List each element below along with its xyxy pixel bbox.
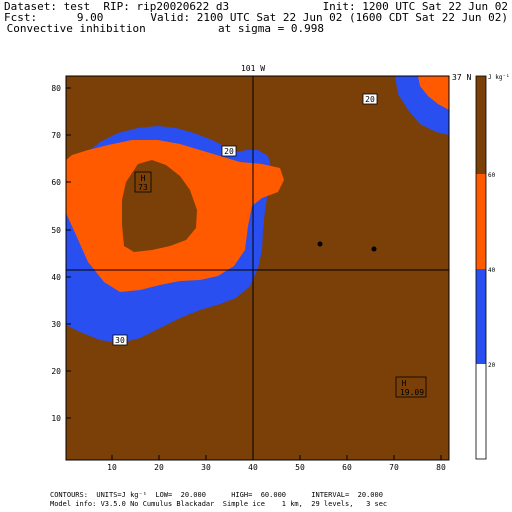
init-time-label: Init: 1200 UTC Sat 22 Jun 02 xyxy=(322,0,508,13)
y-axis: 10 20 30 40 50 60 70 80 xyxy=(51,84,71,423)
contour-label: 20 xyxy=(221,145,237,157)
svg-text:73: 73 xyxy=(138,183,148,192)
valid-time-label: Valid: 2100 UTC Sat 22 Jun 02 (1600 CDT … xyxy=(150,11,508,24)
y-tick-label: 60 xyxy=(51,178,61,187)
contour-field xyxy=(66,76,449,460)
fill-corner-orange xyxy=(418,76,449,110)
colorbar-level: 40 xyxy=(488,267,496,274)
level-label: at sigma = 0.998 xyxy=(218,22,324,35)
x-tick-label: 50 xyxy=(295,463,305,472)
svg-text:19.09: 19.09 xyxy=(400,388,424,397)
x-tick-label: 30 xyxy=(201,463,211,472)
colorbar-band-40-60 xyxy=(476,174,486,269)
dataset-label: Dataset: test RIP: rip20020622 d3 xyxy=(4,0,230,13)
high-marker: H 73 xyxy=(134,171,152,193)
colorbar-band-high xyxy=(476,76,486,174)
y-tick-label: 20 xyxy=(51,367,61,376)
high-marker: H 19.09 xyxy=(395,376,427,398)
y-tick-label: 70 xyxy=(51,131,61,140)
x-tick-label: 70 xyxy=(389,463,399,472)
station-dot xyxy=(317,241,323,247)
colorbar-level: 20 xyxy=(488,362,496,369)
fill-high-center xyxy=(122,160,197,252)
svg-text:20: 20 xyxy=(224,147,234,156)
contours-info: CONTOURS: UNITS=J kg⁻¹ LOW= 20.000 HIGH=… xyxy=(50,491,383,499)
svg-text:20: 20 xyxy=(365,95,375,104)
y-tick-label: 80 xyxy=(51,84,61,93)
svg-text:H: H xyxy=(402,379,407,388)
x-axis: 10 20 30 40 50 60 70 80 xyxy=(107,455,446,472)
colorbar-band-low xyxy=(476,364,486,459)
x-tick-label: 80 xyxy=(436,463,446,472)
forecast-hour-label: Fcst: 9.00 xyxy=(4,11,104,24)
contour-label: 20 xyxy=(362,93,378,105)
model-info: Model info: V3.5.0 No Cumulus Blackadar … xyxy=(50,500,388,508)
y-tick-label: 40 xyxy=(51,273,61,282)
x-tick-label: 40 xyxy=(248,463,258,472)
right-latitude-label: 37 N xyxy=(452,73,471,82)
field-name-label: Convective inhibition xyxy=(0,22,146,35)
colorbar-unit: J kg⁻¹ xyxy=(488,74,510,81)
svg-text:H: H xyxy=(141,174,146,183)
x-tick-label: 10 xyxy=(107,463,117,472)
colorbar: J kg⁻¹ 20 40 60 xyxy=(475,74,510,460)
y-tick-label: 50 xyxy=(51,226,61,235)
y-tick-label: 10 xyxy=(51,414,61,423)
top-longitude-label: 101 W xyxy=(241,64,265,73)
colorbar-level: 60 xyxy=(488,172,496,179)
y-tick-label: 30 xyxy=(51,320,61,329)
station-dot xyxy=(371,246,377,252)
x-tick-label: 20 xyxy=(154,463,164,472)
contour-label: 30 xyxy=(112,334,128,346)
plot-frame xyxy=(65,75,450,461)
svg-text:30: 30 xyxy=(115,336,125,345)
colorbar-band-20-40 xyxy=(476,269,486,364)
x-tick-label: 60 xyxy=(342,463,352,472)
